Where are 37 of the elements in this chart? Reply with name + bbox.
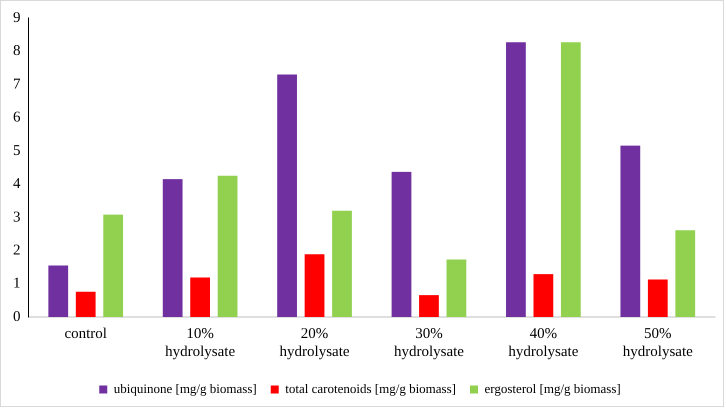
x-tick-label: 50% hydrolysate	[622, 326, 694, 360]
y-tick-label: 5	[13, 142, 20, 159]
y-tick-label: 6	[13, 110, 21, 126]
bar	[162, 179, 183, 317]
legend-label: ergosterol [mg/g biomass]	[484, 380, 621, 396]
y-tick-label: 4	[13, 176, 21, 192]
legend-label: ubiquinone [mg/g biomass]	[114, 380, 257, 396]
bar	[304, 254, 324, 317]
x-tick-label: control	[64, 326, 107, 342]
x-tick-label: 10% hydrolysate	[165, 326, 236, 360]
bar	[446, 260, 466, 317]
y-tick-label: 9	[13, 10, 20, 26]
legend-label: total carotenoids [mg/g biomass]	[285, 380, 456, 396]
x-tick-label: 40% hydrolysate	[508, 326, 579, 360]
bar	[190, 277, 210, 317]
x-tick-label: 20% hydrolysate	[280, 326, 350, 360]
bar	[48, 266, 68, 317]
bar	[76, 292, 96, 317]
bar	[419, 295, 439, 317]
bar	[620, 146, 640, 317]
y-tick-label: 0	[13, 308, 20, 325]
bar	[533, 274, 554, 317]
x-tick-label: 30% hydrolysate	[394, 326, 464, 360]
y-tick-label: 3	[13, 209, 20, 226]
y-tick-label: 2	[13, 242, 20, 258]
bar	[103, 214, 124, 317]
y-tick-label: 7	[13, 76, 21, 92]
bar	[675, 230, 696, 317]
bar	[277, 74, 297, 317]
bar	[218, 176, 238, 317]
bar	[332, 210, 352, 317]
y-tick-label: 1	[13, 276, 20, 292]
bar	[392, 172, 412, 317]
bar	[506, 42, 526, 317]
bar	[648, 279, 668, 317]
y-tick-label: 8	[13, 43, 20, 60]
bar	[560, 42, 581, 317]
